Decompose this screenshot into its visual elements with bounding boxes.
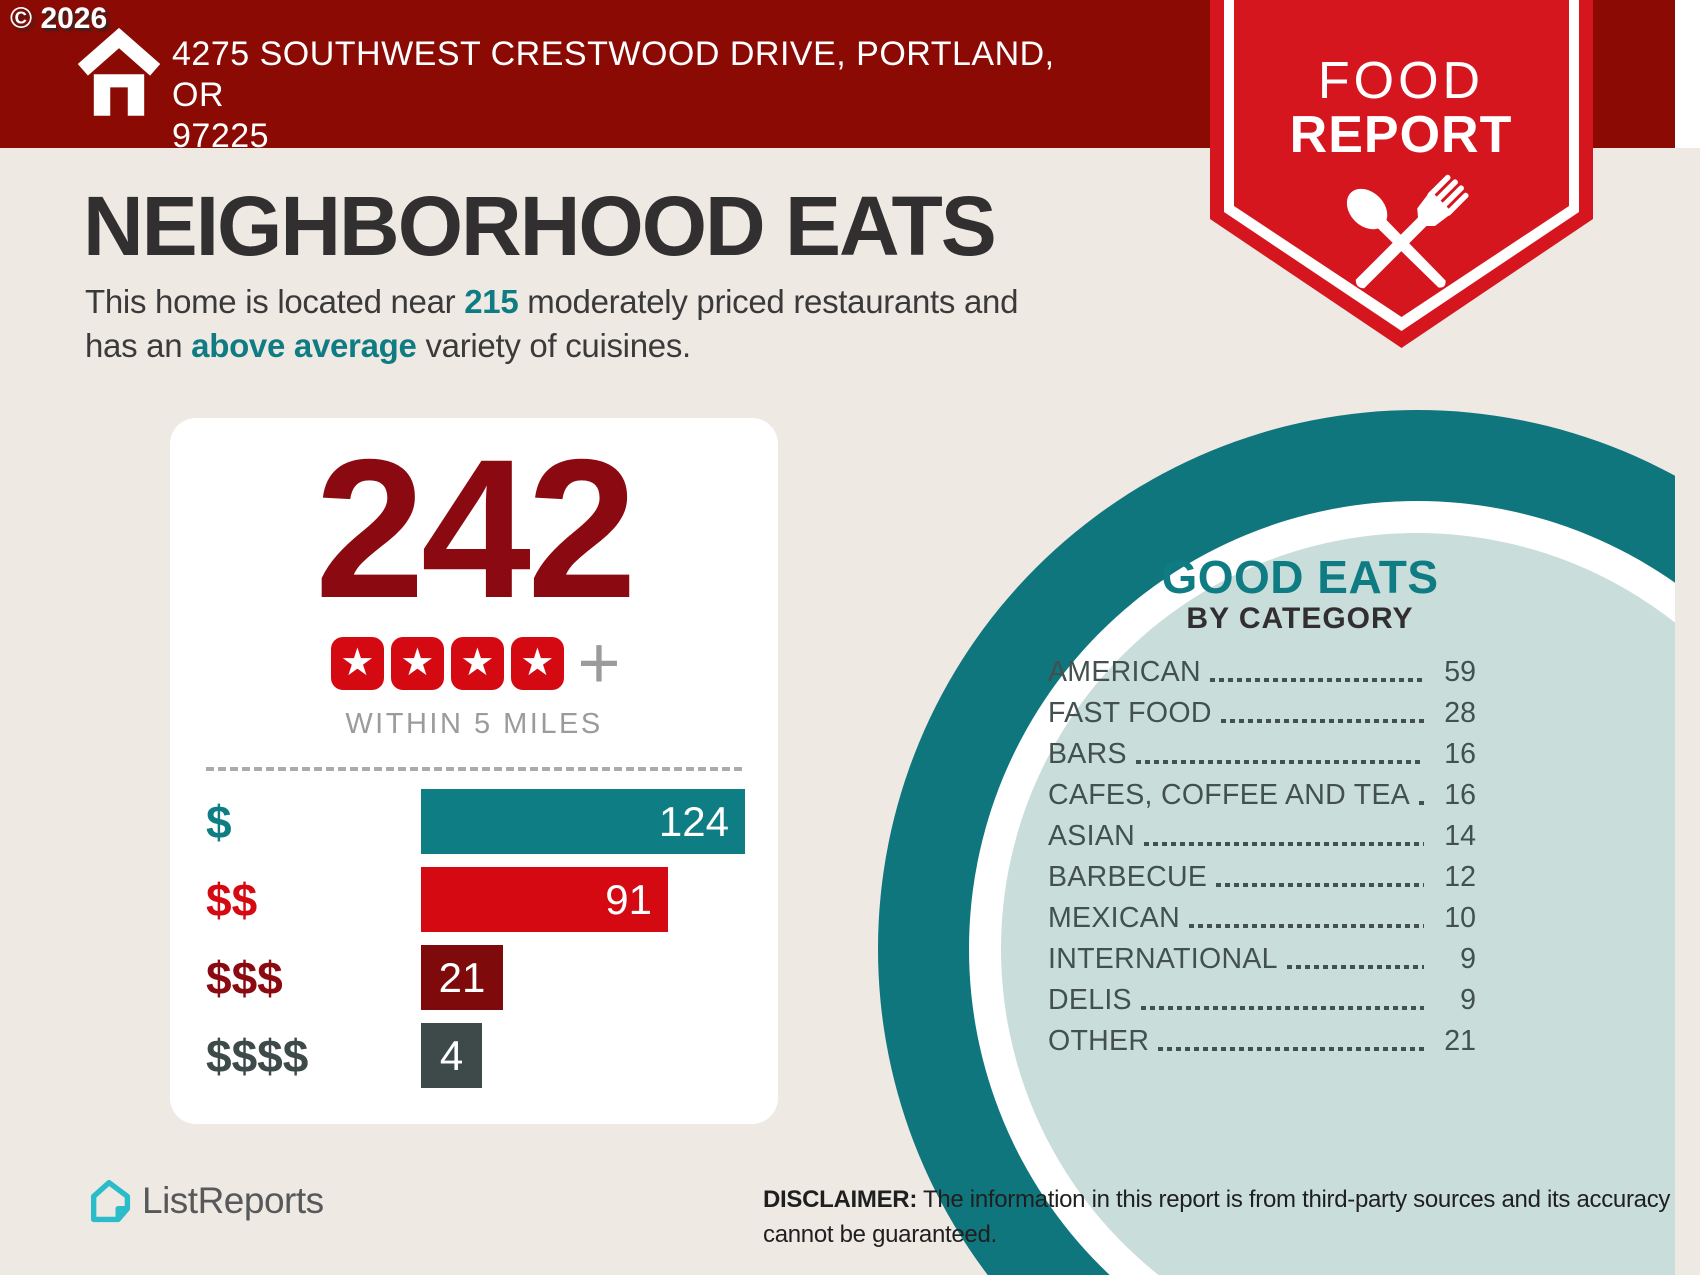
star-icon: ★ (450, 636, 504, 690)
variety-highlight: above average (191, 327, 417, 364)
price-bar: 91 (421, 867, 668, 932)
banner-right-gap (1675, 0, 1700, 148)
price-bar: 124 (421, 789, 745, 854)
price-bar-row: $$$$ 4 (170, 1023, 778, 1088)
category-name: INTERNATIONAL (1048, 943, 1278, 975)
category-name: CAFES, COFFEE AND TEA (1048, 779, 1411, 811)
address-line-1: 4275 SOUTHWEST CRESTWOOD DRIVE, PORTLAND… (172, 35, 1055, 114)
category-count: 28 (1444, 697, 1476, 729)
good-eats-title: GOOD EATS (1161, 551, 1439, 603)
category-name: ASIAN (1048, 820, 1136, 852)
category-count: 10 (1444, 902, 1476, 934)
dotted-leader (1209, 678, 1424, 682)
category-count: 59 (1444, 656, 1476, 688)
star-icon: ★ (330, 636, 384, 690)
price-level-label: $ (206, 795, 232, 848)
home-icon (77, 27, 161, 116)
food-report-badge: FOOD REPORT (1210, 0, 1593, 348)
category-row: DELIS 9 (1048, 986, 1476, 1015)
spoon-fork-icon (1346, 174, 1469, 289)
listreports-house-icon (90, 1179, 131, 1223)
dotted-leader (1140, 1006, 1424, 1010)
price-bar-value: 91 (605, 875, 652, 923)
price-bar-value: 21 (438, 953, 486, 1001)
category-list: AMERICAN 59 FAST FOOD 28 BARS 16 CAFES, COFFEE… (1048, 658, 1476, 1068)
category-name: MEXICAN (1048, 902, 1180, 934)
category-row: MEXICAN 10 (1048, 904, 1476, 933)
badge-line1: FOOD (1318, 52, 1484, 110)
summary-text: This home is located near 215 moderately… (85, 280, 1018, 368)
restaurant-stats-card: 242 ★ ★ ★ ★ + WITHIN 5 MILES $124 $$ 91 $$$ 21 $$… (170, 418, 778, 1124)
price-bar-value: 4 (439, 1031, 464, 1079)
badge-line2: REPORT (1290, 106, 1513, 164)
category-count: 12 (1444, 861, 1476, 893)
category-count: 9 (1460, 943, 1476, 975)
good-eats-subtitle: BY CATEGORY (1186, 602, 1414, 635)
price-bar-row: $$ 91 (170, 867, 778, 932)
category-name: BARBECUE (1048, 861, 1208, 893)
address-line-2: 97225 (172, 117, 270, 155)
summary-line-1: This home is located near 215 moderately… (85, 283, 1019, 320)
category-row: FAST FOOD 28 (1048, 699, 1476, 728)
category-row: CAFES, COFFEE AND TEA 16 (1048, 781, 1476, 810)
category-count: 21 (1444, 1025, 1476, 1057)
price-bar-chart: $124 $$ 91 $$$ 21 $$$$ 4 (170, 789, 778, 1088)
category-row: INTERNATIONAL 9 (1048, 945, 1476, 974)
dotted-leader (1158, 1047, 1424, 1051)
disclaimer-text: DISCLAIMER: The information in this repo… (763, 1186, 1671, 1248)
dotted-leader (1144, 842, 1424, 846)
radius-label: WITHIN 5 MILES (345, 708, 603, 740)
dotted-leader (1135, 760, 1424, 764)
category-count: 14 (1444, 820, 1476, 852)
price-bar-row: $$$ 21 (170, 945, 778, 1010)
dotted-leader (1188, 924, 1424, 928)
dotted-leader (1419, 801, 1424, 805)
category-row: ASIAN 14 (1048, 822, 1476, 851)
category-row: BARBECUE 12 (1048, 863, 1476, 892)
total-restaurant-count: 242 (314, 418, 637, 639)
price-bar-row: $124 (170, 789, 778, 854)
category-count: 16 (1444, 738, 1476, 770)
summary-line-2: has an above average variety of cuisines… (85, 327, 691, 364)
category-row: AMERICAN 59 (1048, 658, 1476, 687)
dotted-leader (1220, 719, 1424, 723)
plus-icon: + (577, 621, 621, 704)
category-count: 9 (1460, 984, 1476, 1016)
category-name: OTHER (1048, 1025, 1150, 1057)
disclaimer-label: DISCLAIMER: (763, 1186, 918, 1213)
dashed-divider (206, 767, 742, 771)
category-row: OTHER 21 (1048, 1027, 1476, 1056)
category-name: BARS (1048, 738, 1127, 770)
price-bar-value: 124 (658, 797, 729, 845)
page-title: NEIGHBORHOOD EATS (83, 179, 997, 273)
star-icon: ★ (510, 636, 564, 690)
category-name: DELIS (1048, 984, 1132, 1016)
price-level-label: $$ (206, 873, 258, 926)
property-address: 4275 SOUTHWEST CRESTWOOD DRIVE, PORTLAND… (172, 34, 1072, 157)
listreports-logo: ListReports (86, 1178, 324, 1224)
badge-inner-shape (1234, 0, 1569, 317)
listreports-wordmark: ListReports (142, 1180, 324, 1221)
dotted-leader (1286, 965, 1424, 969)
category-name: FAST FOOD (1048, 697, 1212, 729)
price-level-label: $$$ (206, 951, 283, 1004)
category-count: 16 (1444, 779, 1476, 811)
price-level-label: $$$$ (206, 1029, 309, 1082)
star-rating: ★ ★ ★ ★ + (170, 621, 778, 704)
price-bar: 21 (421, 945, 503, 1010)
dotted-leader (1216, 883, 1424, 887)
copyright-text: © 2026 (10, 2, 108, 35)
star-icon: ★ (390, 636, 444, 690)
category-name: AMERICAN (1048, 656, 1201, 688)
category-row: BARS 16 (1048, 740, 1476, 769)
price-bar: 4 (421, 1023, 482, 1088)
restaurant-count: 215 (464, 283, 519, 320)
